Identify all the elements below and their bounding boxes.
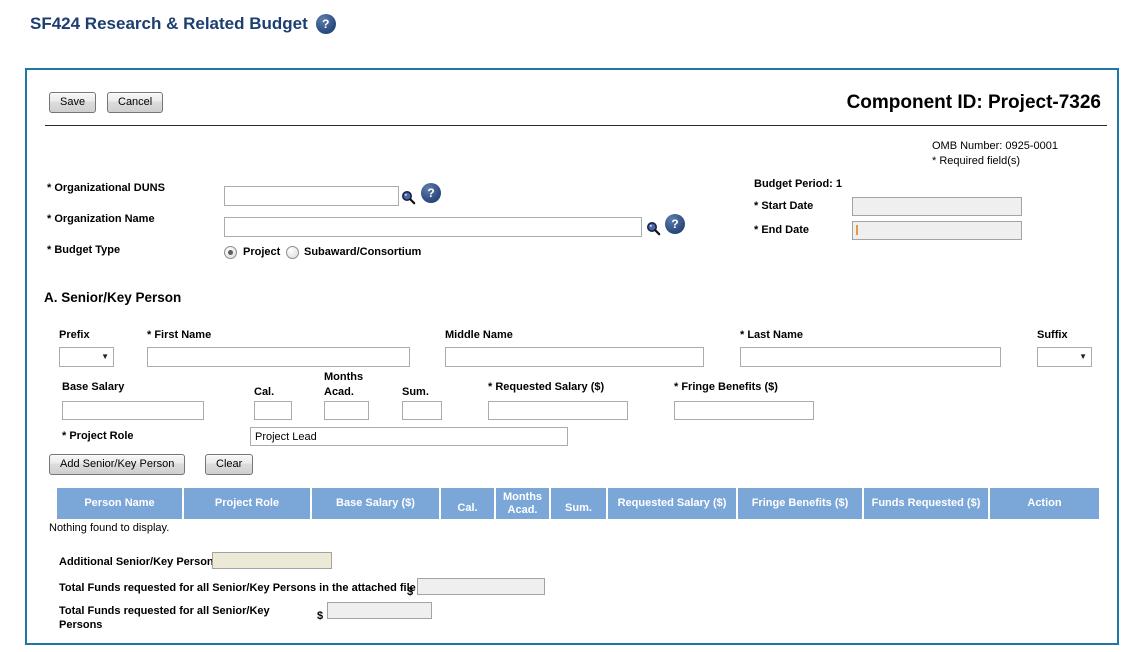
col-funds-requested: Funds Requested ($): [864, 488, 988, 519]
middle-name-label: Middle Name: [445, 329, 513, 341]
organizational-duns-input[interactable]: [224, 186, 399, 206]
prefix-select[interactable]: ▼: [59, 347, 114, 367]
organizational-duns-label: * Organizational DUNS: [47, 182, 165, 194]
col-action: Action: [990, 488, 1099, 519]
all-persons-total-label: Total Funds requested for all Senior/Key…: [59, 604, 270, 632]
budget-type-project-radio[interactable]: [224, 246, 237, 259]
months-label: Months: [324, 371, 364, 383]
chevron-down-icon: ▼: [101, 352, 109, 361]
middle-name-input[interactable]: [445, 347, 704, 367]
organization-name-help-icon[interactable]: ?: [665, 214, 685, 234]
end-date-input: [852, 221, 1022, 240]
acad-months-input[interactable]: [324, 401, 369, 420]
organization-name-label: * Organization Name: [47, 213, 155, 225]
col-sum: Sum.: [551, 488, 606, 519]
first-name-input[interactable]: [147, 347, 410, 367]
budget-type-subaward-option[interactable]: Subaward/Consortium: [304, 246, 422, 258]
all-persons-total-label-line1: Total Funds requested for all Senior/Key: [59, 605, 270, 617]
col-person-name: Person Name: [57, 488, 182, 519]
prefix-label: Prefix: [59, 329, 90, 341]
project-role-input[interactable]: [250, 427, 568, 446]
end-date-label: * End Date: [754, 224, 810, 236]
senior-key-person-table-header: Person Name Project Role Base Salary ($)…: [57, 488, 1099, 519]
all-persons-total-currency: $: [317, 610, 324, 622]
component-id: Component ID: Project-7326: [846, 92, 1101, 113]
suffix-select[interactable]: ▼: [1037, 347, 1092, 367]
col-requested-salary: Requested Salary ($): [608, 488, 736, 519]
save-button[interactable]: Save: [49, 92, 97, 113]
acad-label: Acad.: [324, 386, 354, 398]
omb-number: OMB Number: 0925-0001: [932, 140, 1058, 152]
all-persons-total-label-line2: Persons: [59, 619, 103, 631]
requested-salary-label: * Requested Salary ($): [488, 381, 605, 393]
table-empty-message: Nothing found to display.: [49, 522, 170, 534]
chevron-down-icon: ▼: [1079, 352, 1087, 361]
col-base-salary: Base Salary ($): [312, 488, 439, 519]
fringe-benefits-input[interactable]: [674, 401, 814, 420]
page-help-icon[interactable]: ?: [315, 14, 336, 34]
col-project-role: Project Role: [184, 488, 310, 519]
organization-name-input[interactable]: [224, 217, 642, 237]
additional-senior-key-persons-input: [212, 552, 332, 569]
last-name-input[interactable]: [740, 347, 1001, 367]
budget-type-project-option[interactable]: Project: [243, 246, 281, 258]
clear-button[interactable]: Clear: [205, 454, 254, 475]
organization-name-search-icon[interactable]: [646, 221, 661, 236]
cal-months-input[interactable]: [254, 401, 292, 420]
senior-key-person-heading: A. Senior/Key Person: [44, 290, 182, 305]
attached-file-total-label: Total Funds requested for all Senior/Key…: [59, 582, 416, 594]
all-persons-total-input: [327, 602, 432, 619]
budget-type-label: * Budget Type: [47, 244, 121, 256]
col-months-acad: Months Acad.: [496, 488, 549, 519]
duns-search-icon[interactable]: [401, 190, 416, 205]
page-title: SF424 Research & Related Budget: [30, 14, 308, 33]
project-role-label: * Project Role: [62, 430, 134, 442]
start-date-label: * Start Date: [754, 200, 814, 212]
duns-help-icon[interactable]: ?: [421, 183, 441, 203]
omb-block: OMB Number: 0925-0001 * Required field(s…: [932, 139, 1058, 169]
requested-salary-input[interactable]: [488, 401, 628, 420]
sum-label: Sum.: [402, 386, 429, 398]
base-salary-input[interactable]: [62, 401, 204, 420]
start-date-input: [852, 197, 1022, 216]
suffix-label: Suffix: [1037, 329, 1068, 341]
fringe-benefits-label: * Fringe Benefits ($): [674, 381, 778, 393]
budget-form-panel: Save Cancel Component ID: Project-7326 O…: [25, 68, 1119, 645]
last-name-label: * Last Name: [740, 329, 803, 341]
end-date-caret: [856, 225, 858, 235]
page-title-row: SF424 Research & Related Budget ?: [30, 14, 336, 34]
budget-period: Budget Period: 1: [754, 178, 843, 190]
col-cal: Cal.: [441, 488, 494, 519]
first-name-label: * First Name: [147, 329, 212, 341]
header-divider: [45, 125, 1107, 126]
add-senior-key-person-button[interactable]: Add Senior/Key Person: [49, 454, 186, 475]
cancel-button[interactable]: Cancel: [107, 92, 164, 113]
budget-type-subaward-radio[interactable]: [286, 246, 299, 259]
base-salary-label: Base Salary: [62, 381, 125, 393]
cal-label: Cal.: [254, 386, 275, 398]
additional-senior-key-persons-label: Additional Senior/Key Persons: [59, 556, 220, 568]
attached-file-total-currency: $: [407, 586, 414, 598]
attached-file-total-input: [417, 578, 545, 595]
col-fringe-benefits: Fringe Benefits ($): [738, 488, 862, 519]
required-note: * Required field(s): [932, 155, 1021, 167]
sum-months-input[interactable]: [402, 401, 442, 420]
